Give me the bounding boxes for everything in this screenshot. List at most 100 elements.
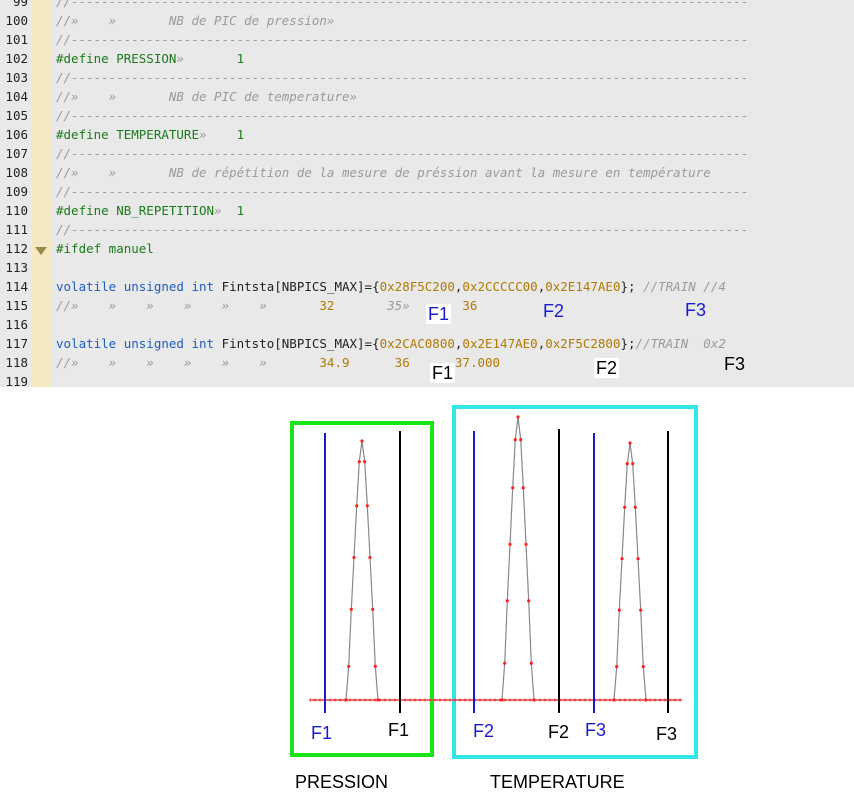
peak-point bbox=[625, 462, 629, 466]
code-line[interactable]: //» » » » » » 34.9 36 37.000 bbox=[56, 353, 500, 372]
peak-point bbox=[368, 555, 372, 560]
line-number: 114 bbox=[5, 279, 28, 294]
peak-point bbox=[631, 462, 635, 466]
code-token: //--------------------------------------… bbox=[56, 146, 749, 161]
code-token: 36 bbox=[462, 298, 478, 313]
line-number: 113 bbox=[5, 260, 28, 275]
peak-point bbox=[617, 608, 621, 612]
code-token: 1 bbox=[236, 127, 245, 142]
code-token: //» » NB de PIC de pression» bbox=[56, 13, 335, 28]
peak-point bbox=[620, 557, 624, 561]
code-line[interactable]: volatile unsigned int Fintsto[NBPICS_MAX… bbox=[56, 334, 726, 353]
code-token: //--------------------------------------… bbox=[56, 32, 749, 47]
label-pression-f-start: F1 bbox=[311, 723, 332, 743]
line-number: 117 bbox=[5, 336, 28, 351]
code-token: 1 bbox=[236, 203, 245, 218]
pression-title: PRESSION bbox=[295, 772, 388, 792]
code-token: volatile unsigned int bbox=[56, 336, 215, 351]
line-number: 109 bbox=[5, 184, 28, 199]
label-pression-f-stop: F1 bbox=[388, 720, 409, 740]
code-line[interactable]: #ifdef manuel bbox=[56, 239, 154, 258]
peak-point bbox=[365, 504, 369, 508]
code-line[interactable]: #define PRESSION» 1 bbox=[56, 49, 244, 68]
code-token: //TRAIN 0x2 bbox=[635, 336, 726, 351]
peak-point bbox=[639, 608, 643, 612]
code-line[interactable]: //» » NB de PIC de temperature» bbox=[56, 87, 357, 106]
code-token: //--------------------------------------… bbox=[56, 108, 749, 123]
overlay-f2-start: F2 bbox=[543, 301, 565, 321]
peak-point bbox=[519, 438, 523, 442]
code-line[interactable]: #define NB_REPETITION» 1 bbox=[56, 201, 244, 220]
peak-point bbox=[349, 607, 353, 611]
overlay-f2-stop: F2 bbox=[594, 358, 620, 378]
code-editor[interactable]: 99 //------------------------------------… bbox=[0, 0, 854, 387]
code-token: //--------------------------------------… bbox=[56, 70, 749, 85]
code-token: 37.000 bbox=[454, 355, 501, 370]
code-line[interactable]: //» » NB de PIC de pression» bbox=[56, 11, 334, 30]
code-token: }; bbox=[620, 279, 644, 294]
code-token: 36 bbox=[394, 355, 410, 370]
label-temperature-f2-start: F2 bbox=[473, 721, 494, 741]
line-number: 106 bbox=[5, 127, 28, 142]
code-token: //» » NB de répétition de la mesure de p… bbox=[56, 165, 711, 180]
code-token: , bbox=[454, 336, 463, 351]
line-number: 119 bbox=[5, 374, 28, 387]
peak-point bbox=[511, 486, 515, 490]
code-line[interactable]: //--------------------------------------… bbox=[56, 106, 748, 125]
code-token: 0x2E147AE0 bbox=[462, 336, 538, 351]
code-token: //» » NB de PIC de temperature» bbox=[56, 89, 358, 104]
code-token bbox=[350, 355, 395, 370]
code-line[interactable]: //--------------------------------------… bbox=[56, 220, 748, 239]
label-temperature-f3-stop: F3 bbox=[656, 724, 677, 744]
peak-point bbox=[352, 555, 356, 560]
code-token: 0x28F5C200 bbox=[379, 279, 455, 294]
code-line[interactable]: #define TEMPERATURE» 1 bbox=[56, 125, 244, 144]
overlay-f1-stop: F1 bbox=[430, 363, 456, 383]
code-token: #ifdef manuel bbox=[56, 241, 154, 256]
peak-point bbox=[373, 664, 377, 668]
line-number: 100 bbox=[5, 13, 28, 28]
code-token: 35» bbox=[334, 298, 463, 313]
line-number: 107 bbox=[5, 146, 28, 161]
peak-point bbox=[636, 557, 640, 561]
line-number: 99 bbox=[12, 0, 28, 9]
label-temperature-f2-stop: F2 bbox=[548, 722, 569, 742]
label-temperature-f3-start: F3 bbox=[585, 720, 606, 740]
peak-point bbox=[355, 504, 359, 508]
code-line[interactable]: //--------------------------------------… bbox=[56, 182, 748, 201]
peak-point bbox=[363, 460, 367, 464]
code-line[interactable]: volatile unsigned int Fintsta[NBPICS_MAX… bbox=[56, 277, 726, 296]
line-number: 118 bbox=[5, 355, 28, 370]
line-number: 105 bbox=[5, 108, 28, 123]
code-token: 0x2CAC0800 bbox=[379, 336, 455, 351]
peak-point bbox=[527, 599, 531, 603]
code-token: //--------------------------------------… bbox=[56, 222, 749, 237]
peak-point bbox=[508, 542, 512, 546]
temperature-box bbox=[452, 405, 698, 759]
fold-margin bbox=[32, 0, 52, 387]
line-number: 112 bbox=[5, 241, 28, 256]
code-line[interactable]: //--------------------------------------… bbox=[56, 68, 748, 87]
peak-point bbox=[360, 439, 364, 443]
code-token: 32 bbox=[319, 298, 335, 313]
code-line[interactable]: //--------------------------------------… bbox=[56, 144, 748, 163]
line-number-gutter bbox=[0, 0, 32, 387]
peak-point bbox=[623, 505, 627, 509]
peak-point bbox=[521, 486, 525, 490]
code-token: 1 bbox=[236, 51, 245, 66]
peak-point bbox=[628, 441, 632, 445]
code-token: 34.9 bbox=[319, 355, 350, 370]
code-token: » bbox=[176, 51, 237, 66]
line-number: 116 bbox=[5, 317, 28, 332]
overlay-f3-stop: F3 bbox=[724, 354, 746, 374]
code-token: //--------------------------------------… bbox=[56, 0, 749, 9]
code-line[interactable]: //--------------------------------------… bbox=[56, 0, 748, 11]
peak-point bbox=[500, 698, 504, 702]
code-line[interactable]: //» » » » » » 32 35» 36 bbox=[56, 296, 477, 315]
code-line[interactable]: //» » NB de répétition de la mesure de p… bbox=[56, 163, 711, 182]
pression-box bbox=[290, 421, 434, 757]
fold-toggle-icon[interactable] bbox=[35, 247, 47, 255]
code-line[interactable]: //--------------------------------------… bbox=[56, 30, 748, 49]
code-token: 0x2F5C2800 bbox=[545, 336, 621, 351]
temperature-title: TEMPERATURE bbox=[490, 772, 625, 792]
